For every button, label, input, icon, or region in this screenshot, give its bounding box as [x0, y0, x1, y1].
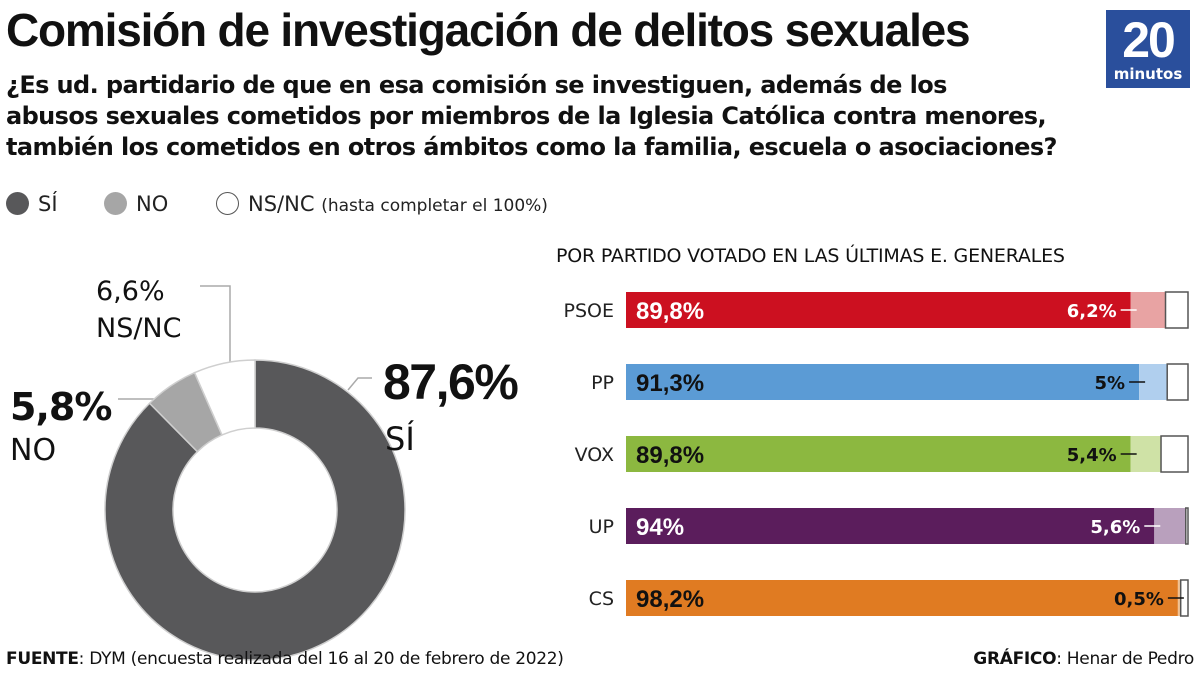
bar-category-cs: CS — [589, 588, 614, 610]
bar-label-no-cs: 0,5% — [1114, 589, 1164, 610]
bar-nsnc-pp — [1166, 363, 1189, 401]
bar-si-up — [626, 508, 1155, 544]
bar-si-pp — [626, 364, 1140, 400]
bar-nsnc-psoe — [1164, 291, 1189, 329]
donut-label-si-name: SÍ — [385, 420, 415, 458]
legend-label-nsnc-text: NS/NC — [248, 192, 315, 216]
bar-si-psoe — [626, 292, 1131, 328]
legend-label-no: NO — [136, 192, 169, 216]
bar-label-si-psoe: 89,8% — [636, 298, 704, 325]
donut-label-si-value: 87,6% — [383, 354, 519, 410]
bar-label-si-up: 94% — [636, 514, 684, 541]
credit-note: GRÁFICO: Henar de Pedro — [973, 648, 1194, 670]
donut-label-no-value: 5,8% — [10, 385, 112, 429]
bar-label-no-pp: 5% — [1095, 373, 1126, 394]
bar-label-si-pp: 91,3% — [636, 370, 704, 397]
legend-label-si: SÍ — [38, 192, 58, 216]
legend-swatch-nsnc — [216, 192, 239, 215]
source-text: : DYM (encuesta realizada del 16 al 20 d… — [78, 649, 564, 669]
bar-label-no-up: 5,6% — [1090, 517, 1140, 538]
legend-label-nsnc: NS/NC (hasta completar el 100%) — [248, 191, 548, 219]
bar-chart-title: POR PARTIDO VOTADO EN LAS ÚLTIMAS E. GEN… — [556, 245, 1065, 267]
source-note: FUENTE: DYM (encuesta realizada del 16 a… — [6, 648, 564, 670]
bar-label-no-vox: 5,4% — [1067, 445, 1117, 466]
party-bar-chart: PSOE 89,8% 6,2% PP 91,3% 5% VOX 89,8% 5,4% UP 94% 5… — [564, 291, 1189, 617]
donut-label-no-name: NO — [10, 433, 57, 468]
legend-swatch-si — [6, 192, 29, 215]
bar-label-no-psoe: 6,2% — [1067, 301, 1117, 322]
credit-text: : Henar de Pedro — [1056, 649, 1194, 669]
chart-title: Comisión de investigación de delitos sex… — [6, 4, 971, 56]
bar-category-psoe: PSOE — [564, 300, 614, 322]
question-line: abusos sexuales cometidos por miembros d… — [6, 102, 1047, 130]
bar-category-pp: PP — [591, 372, 614, 394]
question-line: ¿Es ud. partidario de que en esa comisió… — [6, 71, 947, 99]
bar-category-vox: VOX — [575, 444, 614, 466]
legend-note: (hasta completar el 100%) — [321, 196, 548, 216]
bar-nsnc-up — [1185, 507, 1189, 545]
bar-label-si-vox: 89,8% — [636, 442, 704, 469]
brand-logo: 20 minutos — [1106, 10, 1190, 88]
bar-label-si-cs: 98,2% — [636, 586, 704, 613]
legend-swatch-no — [104, 192, 127, 215]
question-line: también los cometidos en otros ámbitos c… — [6, 133, 1057, 161]
survey-question: ¿Es ud. partidario de que en esa comisió… — [6, 70, 1196, 163]
bar-si-cs — [626, 580, 1178, 616]
donut-label-nsnc-value: 6,6% — [96, 276, 165, 307]
credit-label: GRÁFICO — [973, 649, 1057, 669]
source-label: FUENTE — [6, 649, 79, 669]
donut-slice-nsnc — [193, 359, 256, 436]
logo-text: minutos — [1113, 65, 1183, 83]
logo-number: 20 — [1122, 12, 1176, 68]
donut-label-nsnc-name: NS/NC — [96, 313, 182, 344]
bar-nsnc-vox — [1160, 435, 1189, 473]
donut-chart — [104, 359, 406, 661]
bar-category-up: UP — [589, 516, 614, 538]
bar-si-vox — [626, 436, 1131, 472]
